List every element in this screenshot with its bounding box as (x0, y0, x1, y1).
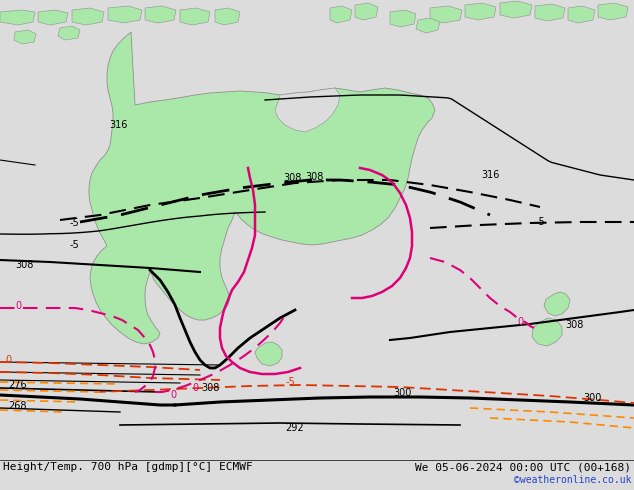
Text: -5: -5 (70, 240, 80, 250)
Text: 308: 308 (284, 173, 302, 183)
Polygon shape (544, 292, 570, 316)
Text: We 05-06-2024 00:00 UTC (00+168): We 05-06-2024 00:00 UTC (00+168) (415, 462, 631, 472)
Polygon shape (465, 3, 496, 20)
Polygon shape (215, 8, 240, 25)
Text: 308: 308 (201, 383, 219, 393)
Polygon shape (0, 10, 35, 25)
Polygon shape (72, 8, 104, 25)
Text: 0: 0 (517, 317, 523, 327)
Polygon shape (58, 26, 80, 40)
Polygon shape (89, 32, 435, 344)
Polygon shape (275, 88, 340, 132)
Text: 308: 308 (306, 172, 324, 182)
Polygon shape (535, 4, 565, 21)
Polygon shape (568, 6, 595, 23)
Polygon shape (255, 342, 282, 366)
Polygon shape (38, 10, 68, 25)
Text: 316: 316 (481, 170, 499, 180)
Polygon shape (390, 10, 416, 27)
Polygon shape (532, 318, 562, 346)
Text: ©weatheronline.co.uk: ©weatheronline.co.uk (514, 475, 631, 485)
Polygon shape (500, 1, 532, 18)
Polygon shape (416, 18, 440, 33)
Text: 268: 268 (8, 401, 27, 411)
Text: 0: 0 (192, 383, 198, 393)
Text: -5: -5 (535, 217, 545, 227)
Text: 0: 0 (5, 355, 11, 365)
Polygon shape (108, 6, 142, 23)
Polygon shape (598, 3, 628, 20)
Text: 300: 300 (584, 393, 602, 403)
Polygon shape (14, 30, 36, 44)
Polygon shape (355, 3, 378, 20)
Text: 300: 300 (393, 388, 411, 398)
Text: -5: -5 (285, 377, 295, 387)
Text: 316: 316 (109, 120, 127, 130)
Text: 276: 276 (8, 380, 27, 390)
Text: 0: 0 (170, 390, 176, 400)
Text: 308: 308 (15, 260, 34, 270)
Polygon shape (430, 6, 462, 23)
Text: 292: 292 (286, 423, 304, 433)
Text: 0: 0 (15, 301, 21, 311)
Polygon shape (145, 6, 176, 23)
Polygon shape (180, 8, 210, 25)
Text: -5: -5 (70, 218, 80, 228)
Polygon shape (330, 6, 352, 23)
Text: Height/Temp. 700 hPa [gdmp][°C] ECMWF: Height/Temp. 700 hPa [gdmp][°C] ECMWF (3, 462, 253, 472)
Text: 308: 308 (566, 320, 584, 330)
